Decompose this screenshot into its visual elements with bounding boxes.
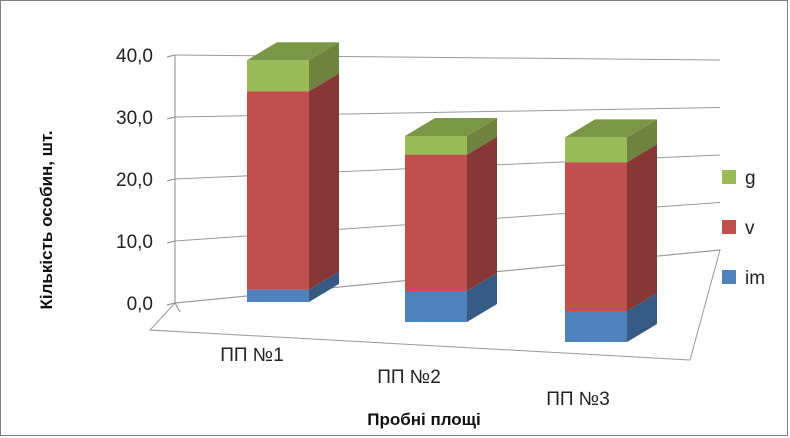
bar-segment-im [405,273,497,322]
y-tick-label: 40,0 [116,46,153,67]
y-tick-mark [166,54,176,58]
bar-side [467,273,497,322]
legend-swatch-im [722,270,736,284]
bar-top [405,118,497,136]
legend-swatch-g [722,170,736,184]
bar-side [627,293,657,342]
legend-label-v: v [745,218,755,239]
bar-segment-v [405,136,497,291]
bar-front [405,136,467,155]
bar-front [247,289,309,302]
bar-side [627,119,657,163]
y-tick-mark [166,116,176,120]
bar-side [467,118,497,155]
y-tick-label: 10,0 [116,232,153,253]
y-tick-label: 20,0 [116,170,153,191]
legend-swatch-v [722,220,736,234]
y-axis-title: Кількість особин, шт. [37,131,56,310]
x-tick-labels: ПП №1 ПП №2 ПП №3 [220,345,610,410]
x-tick-label: ПП №1 [220,345,284,366]
bar-front [565,311,627,342]
bar-side [309,73,339,290]
bar-segment-g [247,42,339,92]
x-tick-label: ПП №2 [377,367,441,388]
y-tick-mark [166,302,176,306]
bar-front [405,154,467,291]
bar-segment-v [247,73,339,290]
y-tick-mark [166,178,176,182]
y-tick-label: 30,0 [116,108,153,129]
bar-front [565,137,627,163]
bar-segment-g [405,118,497,155]
bar-front [565,162,627,311]
bar-side [627,144,657,311]
legend: g v im [722,168,765,289]
legend-label-g: g [745,168,756,189]
bar-front [405,291,467,322]
bar-segment-g [565,119,657,163]
axis-wall-left [174,55,181,313]
bar-top [565,119,657,138]
bar-front [247,60,309,92]
bar-front [247,91,309,290]
legend-label-im: im [745,268,765,289]
x-axis-title: Пробні площі [367,410,481,429]
y-tick-labels: 0,0 10,0 20,0 30,0 40,0 [116,46,153,315]
x-tick-label: ПП №3 [546,389,610,410]
bar-segment-v [565,144,657,311]
bar-segment-im [247,271,339,302]
bar-side [467,136,497,291]
bar-segment-im [565,293,657,342]
bar-side [309,42,339,92]
y-tick-label: 0,0 [127,294,153,315]
bar-side [309,271,339,302]
y-tick-mark [166,240,176,244]
bar-top [247,42,339,61]
bars [247,42,657,342]
